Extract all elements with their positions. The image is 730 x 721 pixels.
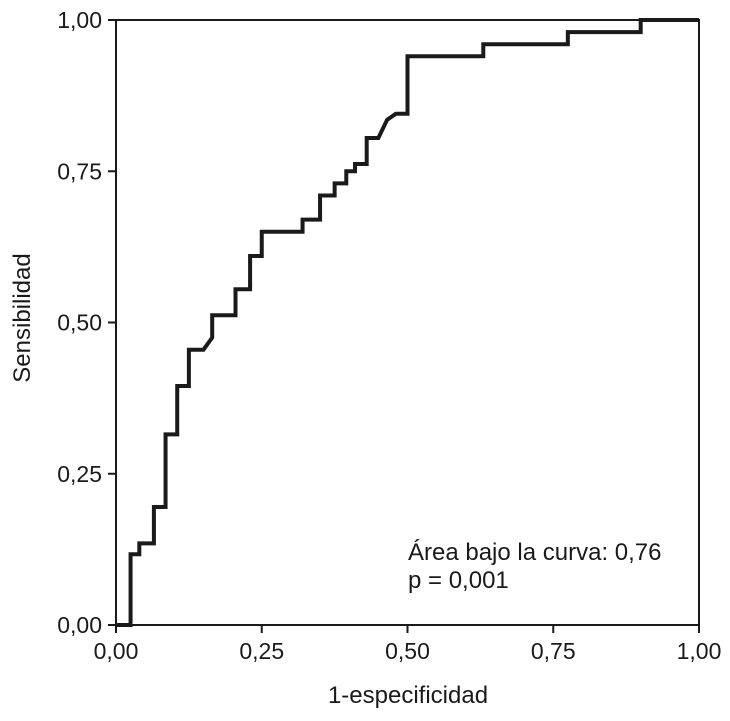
y-tick-label: 0,00 [57,612,102,638]
x-axis-ticks: 0,00 0,25 0,50 0,75 1,00 [94,625,722,664]
y-tick-label: 0,50 [57,310,102,336]
x-tick-label: 0,00 [94,638,139,664]
p-value-annotation: p = 0,001 [408,567,509,594]
y-tick-label: 1,00 [57,7,102,33]
x-tick-label: 0,25 [239,638,284,664]
roc-curve-line [116,18,699,627]
auc-annotation: Área bajo la curva: 0,76 [408,539,662,566]
y-tick-label: 0,75 [57,158,102,184]
x-tick-label: 1,00 [677,638,722,664]
x-tick-label: 0,50 [385,638,430,664]
x-axis-title: 1-especificidad [328,682,488,709]
x-tick-label: 0,75 [531,638,576,664]
y-axis-ticks: 0,00 0,25 0,50 0,75 1,00 [57,7,116,638]
y-axis-title: Sensibilidad [9,253,36,382]
y-tick-label: 0,25 [57,461,102,487]
